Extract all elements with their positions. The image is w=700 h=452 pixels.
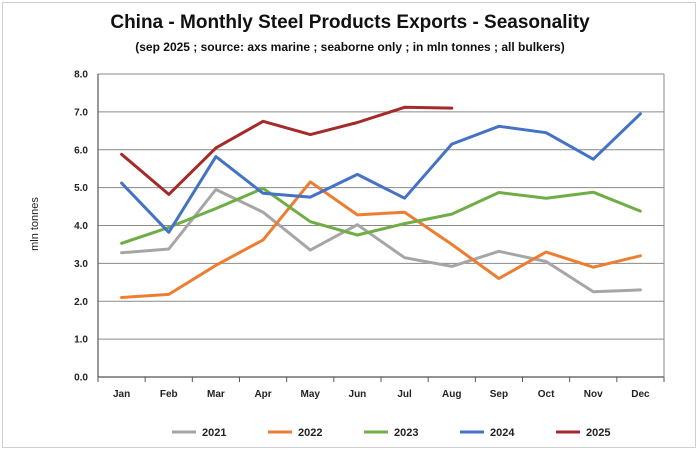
series-line-2022: [120, 180, 642, 299]
chart-frame: [2, 2, 696, 448]
x-tick-label: Oct: [538, 389, 555, 400]
y-tick-label: 4.0: [74, 221, 88, 232]
x-tick-label: Aug: [442, 389, 461, 400]
y-tick-labels: 0.0 1.0 2.0 3.0 4.0 5.0 6.0 7.0 8.0: [74, 70, 88, 384]
legend: 2021 2022 2023 2024 2025: [172, 427, 610, 439]
series-line-2023: [120, 186, 642, 245]
legend-label-2025: 2025: [586, 427, 610, 439]
y-tick-label: 8.0: [74, 70, 88, 81]
legend-label-2023: 2023: [394, 427, 418, 439]
legend-label-2024: 2024: [490, 427, 515, 439]
x-tick-label: Feb: [160, 389, 178, 400]
series-line-2025: [120, 105, 454, 196]
series-line-2024: [120, 112, 642, 234]
x-tick-label: Dec: [631, 389, 650, 400]
x-tick-label: Apr: [254, 389, 271, 400]
chart-subtitle: (sep 2025 ; source: axs marine ; seaborn…: [135, 40, 565, 54]
y-tick-label: 1.0: [74, 335, 88, 346]
series-line-2021: [120, 188, 642, 294]
y-tick-label: 7.0: [74, 107, 88, 118]
axes: [97, 74, 665, 382]
x-tick-label: Sep: [490, 389, 508, 400]
y-tick-label: 6.0: [74, 145, 88, 156]
chart-title: China - Monthly Steel Products Exports -…: [110, 12, 590, 33]
y-tick-label: 0.0: [74, 373, 88, 384]
x-tick-label: Mar: [207, 389, 225, 400]
x-tick-label: Jun: [349, 389, 367, 400]
gridlines: [98, 73, 664, 378]
x-tick-label: Jul: [397, 389, 412, 400]
y-axis-label: mln tonnes: [29, 197, 41, 251]
legend-label-2022: 2022: [298, 427, 322, 439]
x-tick-label: May: [301, 389, 321, 400]
x-tick-labels: Jan Feb Mar Apr May Jun Jul Aug Sep Oct Nov Dec: [113, 389, 650, 400]
x-tick-label: Jan: [113, 389, 130, 400]
legend-label-2021: 2021: [202, 427, 226, 439]
series-lines: [120, 105, 642, 299]
y-tick-label: 2.0: [74, 297, 88, 308]
y-tick-label: 3.0: [74, 259, 88, 270]
y-tick-label: 5.0: [74, 183, 88, 194]
x-tick-label: Nov: [584, 389, 603, 400]
